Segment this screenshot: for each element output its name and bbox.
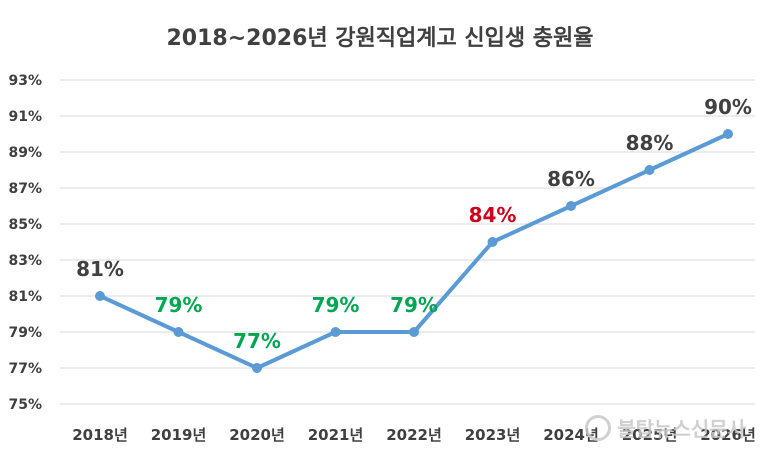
data-point [487, 237, 498, 247]
watermark: 불탑뉴스신문사 [585, 413, 746, 442]
x-tick-label: 2025년 [622, 426, 678, 444]
x-tick-label: 2022년 [386, 426, 442, 444]
x-tick-label: 2026년 [700, 426, 756, 444]
data-label: 79% [312, 293, 360, 317]
x-tick-label: 2018년 [72, 426, 128, 444]
chart-title: 2018~2026년 강원직업계고 신입생 충원율 [166, 26, 594, 51]
y-tick-label: 83% [8, 253, 42, 269]
y-tick-label: 89% [8, 145, 42, 161]
data-point [330, 327, 341, 337]
data-point [95, 291, 105, 301]
x-axis: 2018년 2019년 2020년 2021년 2022년 2023년 2024년 2025년… [72, 426, 756, 444]
data-label: 86% [547, 167, 595, 191]
y-tick-label: 91% [8, 109, 42, 125]
watermark-logo-icon [585, 414, 612, 441]
data-point [723, 129, 733, 139]
y-tick-label: 79% [8, 325, 42, 341]
data-label: 77% [233, 329, 281, 353]
data-label: 90% [704, 95, 752, 119]
data-label: 81% [76, 257, 124, 281]
data-label: 88% [626, 131, 674, 155]
y-axis: 75% 77% 79% 81% 83% 85% 87% 89% 91% 93% [8, 73, 42, 413]
y-tick-label: 85% [8, 217, 42, 233]
data-point [566, 201, 576, 211]
y-tick-label: 77% [8, 361, 42, 377]
data-point [173, 327, 184, 337]
y-tick-label: 75% [8, 397, 42, 413]
y-tick-label: 81% [8, 289, 42, 305]
data-label: 79% [155, 293, 203, 317]
data-point [252, 363, 262, 373]
x-tick-label: 2021년 [308, 426, 364, 444]
data-label: 84% [469, 203, 517, 227]
x-tick-label: 2019년 [151, 426, 207, 444]
data-label: 79% [390, 293, 438, 317]
data-point [409, 327, 419, 337]
x-tick-label: 2023년 [465, 426, 521, 444]
x-tick-label: 2020년 [229, 426, 285, 444]
data-labels: 81% 79% 77% 79% 79% 84% 86% 88% 90% [76, 95, 752, 353]
y-tick-label: 87% [8, 181, 42, 197]
data-points [95, 129, 733, 373]
gridlines [60, 79, 755, 405]
y-tick-label: 93% [8, 73, 42, 89]
x-tick-label: 2024년 [543, 426, 599, 444]
data-point [644, 165, 655, 175]
watermark-text: 불탑뉴스신문사 [617, 417, 746, 441]
